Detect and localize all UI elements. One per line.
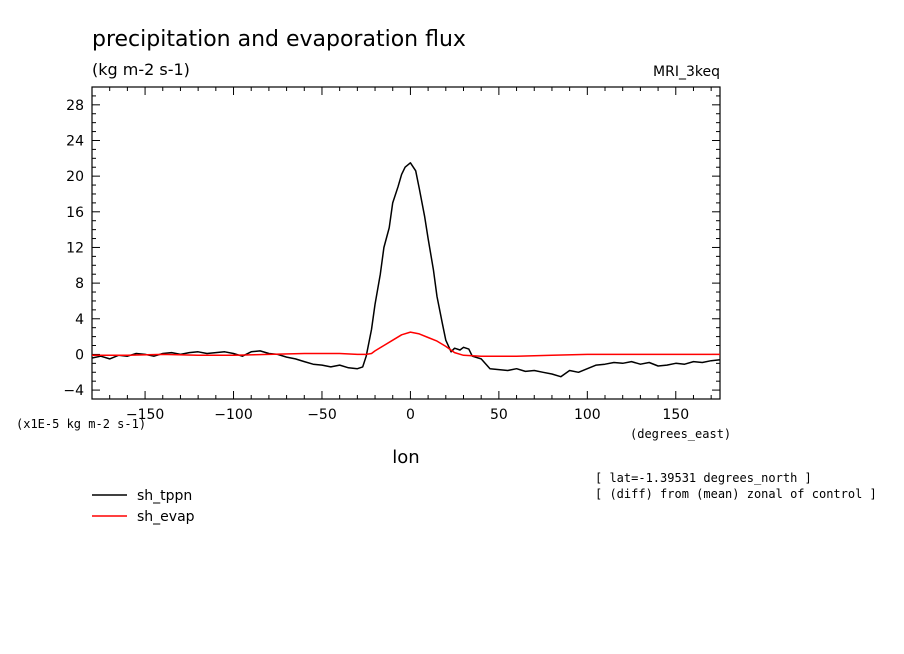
y-axis-ticks: −4 0 4 8 12 16 20 24 28 — [63, 86, 720, 399]
x-tick-label: −100 — [214, 407, 252, 423]
legend-label-sh-tppn: sh_tppn — [137, 488, 192, 504]
series-line-sh-tppn — [91, 162, 721, 378]
y-tick-label: 16 — [66, 205, 84, 221]
y-tick-label: 28 — [66, 98, 84, 114]
legend-label-sh-evap: sh_evap — [137, 509, 195, 525]
y-units-label: (x1E-5 kg m-2 s-1) — [16, 417, 146, 431]
x-tick-label: 150 — [662, 407, 689, 423]
x-axis-label: lon — [392, 447, 419, 468]
x-tick-label: 50 — [490, 407, 508, 423]
chart-subtitle: (kg m-2 s-1) — [92, 60, 190, 79]
y-tick-label: −4 — [63, 383, 84, 399]
x-tick-label: −50 — [307, 407, 337, 423]
model-label: MRI_3keq — [653, 64, 720, 80]
x-units-label: (degrees_east) — [630, 427, 731, 441]
y-tick-label: 8 — [75, 276, 84, 292]
legend: sh_tppn sh_evap — [92, 488, 195, 525]
x-tick-label: 0 — [406, 407, 415, 423]
plot-frame — [91, 86, 721, 400]
y-tick-label: 4 — [75, 312, 84, 328]
note-diff: [ (diff) from (mean) zonal of control ] — [595, 487, 877, 501]
chart-title: precipitation and evaporation flux — [92, 27, 466, 52]
y-tick-label: 0 — [75, 347, 84, 363]
x-tick-label: 100 — [574, 407, 601, 423]
y-tick-label: 12 — [66, 240, 84, 256]
series-line-sh-evap — [92, 331, 720, 357]
y-tick-label: 20 — [66, 169, 84, 185]
note-lat: [ lat=-1.39531 degrees_north ] — [595, 471, 812, 485]
series-layer — [91, 162, 721, 378]
y-tick-label: 24 — [66, 133, 84, 149]
x-axis-ticks: −150 −100 −50 0 50 100 150 — [109, 87, 712, 423]
x-tick-label: −150 — [126, 407, 164, 423]
